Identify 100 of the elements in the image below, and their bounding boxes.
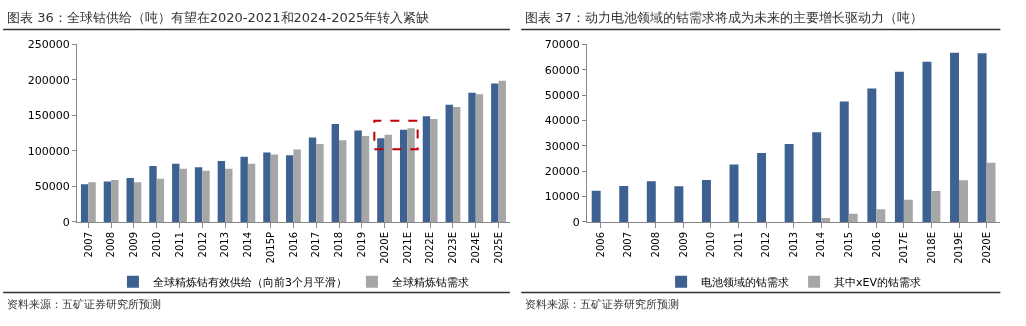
x-tick-label: 2022E bbox=[424, 231, 436, 264]
bar bbox=[339, 140, 347, 222]
chart-title: 图表 36：全球钴供给（吨）有望在2020-2021和2024-2025年转入紧缺 bbox=[7, 10, 430, 25]
x-tick-label: 2016 bbox=[870, 231, 882, 258]
bar bbox=[619, 185, 629, 222]
bar bbox=[729, 164, 739, 222]
bar bbox=[103, 181, 112, 222]
bar bbox=[240, 156, 248, 222]
bar bbox=[133, 182, 142, 222]
x-tick-label: 2015 bbox=[842, 231, 854, 258]
bar bbox=[422, 116, 431, 222]
bar bbox=[876, 209, 886, 222]
bar bbox=[399, 129, 408, 222]
y-tick-label: 20000 bbox=[544, 165, 580, 179]
bar bbox=[202, 170, 210, 222]
x-tick-label: 2013 bbox=[787, 231, 799, 258]
bar bbox=[126, 177, 134, 222]
bar bbox=[821, 217, 831, 222]
x-tick-label: 2020E bbox=[378, 231, 390, 264]
x-tick-label: 2018 bbox=[333, 231, 345, 258]
bar bbox=[172, 163, 180, 222]
y-tick-label: 50000 bbox=[34, 180, 70, 194]
bar bbox=[331, 124, 340, 222]
x-tick-label: 2019 bbox=[356, 231, 368, 258]
x-tick-label: 2018E bbox=[925, 231, 937, 264]
x-tick-label: 2020E bbox=[980, 231, 992, 264]
bar bbox=[839, 101, 849, 222]
bar bbox=[293, 149, 301, 222]
x-tick-label: 2009 bbox=[128, 231, 140, 258]
bar bbox=[452, 106, 461, 222]
y-tick-label: 100000 bbox=[27, 144, 70, 158]
bar bbox=[361, 136, 370, 222]
bar bbox=[922, 61, 932, 222]
x-tick-label: 2010 bbox=[705, 231, 717, 258]
y-tick-label: 50000 bbox=[544, 89, 580, 103]
x-tick-label: 2025E bbox=[492, 231, 504, 264]
legend-label: 其中xEV的钴需求 bbox=[834, 276, 922, 290]
bar bbox=[286, 155, 294, 222]
bar bbox=[674, 186, 684, 222]
bar bbox=[784, 143, 794, 222]
x-tick-label: 2017E bbox=[898, 231, 910, 264]
bar bbox=[959, 180, 968, 222]
y-tick-label: 0 bbox=[62, 215, 70, 229]
bar bbox=[894, 71, 904, 222]
x-tick-label: 2007 bbox=[622, 231, 634, 258]
x-tick-label: 2006 bbox=[594, 231, 606, 258]
x-tick-label: 2010 bbox=[150, 231, 162, 258]
y-tick-label: 150000 bbox=[27, 109, 70, 123]
x-tick-label: 2017 bbox=[310, 231, 322, 258]
x-tick-label: 2011 bbox=[732, 231, 744, 258]
x-tick-label: 2012 bbox=[760, 231, 772, 258]
x-tick-label: 2008 bbox=[105, 231, 117, 258]
bar bbox=[977, 53, 987, 222]
bar bbox=[903, 199, 913, 222]
bar bbox=[491, 83, 499, 222]
x-tick-label: 2013 bbox=[219, 231, 231, 258]
y-tick-label: 70000 bbox=[544, 38, 580, 52]
bar bbox=[468, 92, 476, 222]
bar bbox=[179, 168, 187, 222]
x-tick-label: 2024E bbox=[469, 231, 481, 264]
y-tick-label: 60000 bbox=[544, 63, 580, 77]
bar bbox=[270, 154, 279, 222]
bar bbox=[646, 181, 656, 222]
bar bbox=[247, 163, 256, 222]
bar bbox=[475, 94, 484, 222]
bar bbox=[950, 52, 959, 222]
x-tick-label: 2021E bbox=[401, 231, 413, 264]
y-tick-label: 30000 bbox=[544, 139, 580, 153]
bar bbox=[149, 165, 157, 222]
x-tick-label: 2011 bbox=[173, 231, 185, 258]
x-tick-label: 2009 bbox=[677, 231, 689, 258]
y-tick-label: 40000 bbox=[544, 114, 580, 128]
bar bbox=[217, 160, 226, 222]
y-tick-label: 0 bbox=[572, 215, 580, 229]
bar bbox=[308, 137, 317, 222]
bar bbox=[445, 104, 453, 222]
bar bbox=[498, 80, 506, 222]
x-tick-label: 2019E bbox=[953, 231, 965, 264]
bar bbox=[263, 152, 271, 222]
bar bbox=[986, 162, 996, 222]
bar bbox=[88, 182, 96, 222]
chart-title: 图表 37：动力电池领域的钴需求将成为未来的主要增长驱动力（吨） bbox=[525, 10, 923, 25]
text: 资料来源：五矿证券研究所预测 bbox=[525, 298, 679, 311]
bar bbox=[384, 134, 392, 222]
x-tick-label: 2016 bbox=[287, 231, 299, 258]
bar bbox=[316, 143, 324, 222]
x-tick-label: 2014 bbox=[242, 231, 254, 258]
legend-label: 全球精炼钴需求 bbox=[391, 276, 469, 290]
x-tick-label: 2023E bbox=[447, 231, 459, 264]
bar bbox=[194, 167, 203, 222]
legend-label: 全球精炼钴有效供给（向前3个月平滑） bbox=[152, 276, 347, 290]
y-tick-label: 250000 bbox=[27, 38, 70, 52]
y-tick-label: 10000 bbox=[544, 190, 580, 204]
bar bbox=[225, 168, 233, 222]
bar bbox=[931, 191, 941, 222]
bar bbox=[867, 88, 877, 222]
text: 资料来源：五矿证券研究所预测 bbox=[7, 298, 161, 311]
bar bbox=[591, 190, 601, 222]
x-tick-label: 2014 bbox=[815, 231, 827, 258]
bar bbox=[156, 178, 165, 222]
